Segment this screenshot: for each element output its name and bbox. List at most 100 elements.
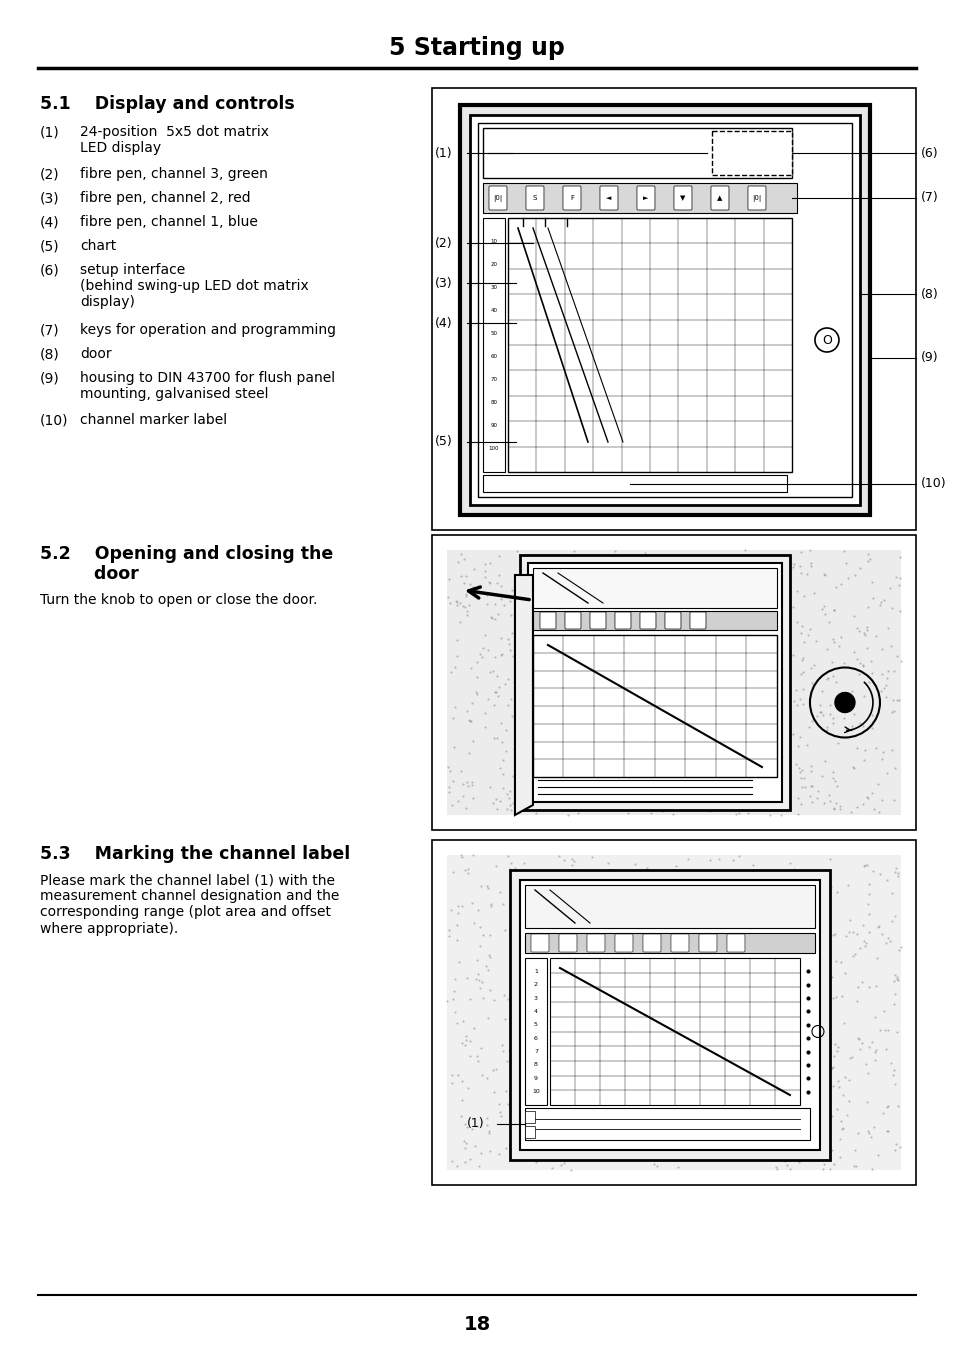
Point <box>691 1138 706 1160</box>
Point <box>595 552 610 574</box>
Point <box>799 563 814 585</box>
Point <box>509 1025 524 1046</box>
Point <box>851 652 866 674</box>
Point <box>817 603 832 625</box>
Point <box>697 690 712 711</box>
Point <box>594 1135 609 1157</box>
Point <box>789 610 804 632</box>
Point <box>640 572 656 594</box>
Point <box>523 612 538 633</box>
Point <box>581 738 597 760</box>
Point <box>672 761 687 783</box>
Point <box>478 583 494 605</box>
Point <box>773 597 788 618</box>
Point <box>456 1138 472 1160</box>
Point <box>808 705 823 726</box>
Point <box>540 873 556 895</box>
Point <box>521 782 537 803</box>
Point <box>479 1107 495 1129</box>
Point <box>756 1033 771 1054</box>
Point <box>477 702 493 724</box>
Point <box>639 986 654 1007</box>
Bar <box>432 88 915 531</box>
Point <box>574 612 589 633</box>
Point <box>707 744 722 765</box>
Point <box>720 1129 735 1150</box>
Point <box>614 1068 629 1089</box>
Point <box>706 686 721 707</box>
Point <box>848 737 863 759</box>
Point <box>863 1158 879 1180</box>
Point <box>657 1106 672 1127</box>
Point <box>558 895 574 917</box>
Point <box>740 875 755 896</box>
Point <box>603 613 618 634</box>
Point <box>441 925 456 946</box>
Point <box>565 574 580 595</box>
Text: (3): (3) <box>40 190 59 205</box>
Point <box>564 848 579 869</box>
Point <box>585 794 600 815</box>
Point <box>590 756 605 778</box>
Point <box>766 1002 781 1023</box>
Text: keys for operation and programming: keys for operation and programming <box>80 323 335 338</box>
Point <box>736 964 751 986</box>
Point <box>498 1080 514 1102</box>
Point <box>566 933 581 954</box>
Point <box>530 909 545 930</box>
FancyBboxPatch shape <box>599 186 618 211</box>
Point <box>884 690 900 711</box>
Point <box>774 586 789 608</box>
Point <box>841 1069 856 1091</box>
Point <box>581 698 597 720</box>
Point <box>570 720 585 741</box>
Point <box>859 855 874 876</box>
Point <box>717 1148 732 1169</box>
Point <box>693 952 708 973</box>
Point <box>880 660 895 682</box>
FancyBboxPatch shape <box>489 186 506 211</box>
Point <box>597 563 612 585</box>
Point <box>627 899 642 921</box>
Point <box>450 895 465 917</box>
Point <box>563 744 578 765</box>
Point <box>796 630 811 652</box>
Point <box>679 548 695 570</box>
Point <box>820 667 835 688</box>
Point <box>826 599 841 621</box>
Point <box>492 882 507 903</box>
Point <box>544 545 559 567</box>
Point <box>519 1012 535 1034</box>
Point <box>765 575 781 597</box>
Point <box>786 1100 801 1122</box>
Point <box>465 913 480 934</box>
Point <box>632 903 647 925</box>
Point <box>662 921 678 942</box>
Point <box>669 902 684 923</box>
Point <box>589 728 604 749</box>
Point <box>482 662 497 683</box>
Point <box>789 976 804 998</box>
Point <box>528 1044 543 1065</box>
Point <box>768 755 783 776</box>
Point <box>496 892 511 914</box>
Point <box>582 686 598 707</box>
Point <box>681 586 697 608</box>
Point <box>517 703 533 725</box>
Point <box>862 1126 877 1147</box>
Point <box>890 1096 905 1118</box>
Point <box>494 1034 509 1056</box>
Point <box>518 895 534 917</box>
Point <box>642 988 658 1010</box>
Point <box>696 690 711 711</box>
Point <box>499 845 515 867</box>
Point <box>657 568 672 590</box>
Point <box>783 1072 799 1094</box>
Point <box>666 721 681 743</box>
Point <box>449 594 464 616</box>
Point <box>597 1131 612 1153</box>
Point <box>576 1011 591 1033</box>
Point <box>539 1123 555 1145</box>
Point <box>507 1115 522 1137</box>
Point <box>544 713 559 734</box>
